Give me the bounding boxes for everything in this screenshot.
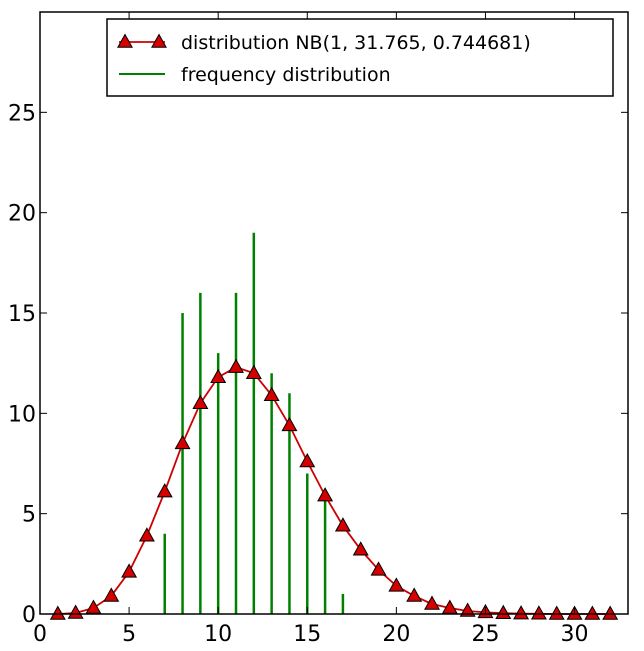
distribution-marker-23 [441, 599, 458, 614]
distribution-marker-4 [103, 587, 120, 602]
x-tick-label-25: 25 [471, 622, 499, 647]
legend-distribution-marker-left [117, 33, 133, 48]
legend-frequency-label: frequency distribution [181, 64, 391, 86]
x-tick-label-30: 30 [561, 622, 589, 647]
x-tick-label-5: 5 [122, 622, 136, 647]
x-tick-label-20: 20 [382, 622, 410, 647]
distribution-marker-17 [334, 517, 351, 532]
plot-area [40, 12, 628, 614]
distribution-marker-29 [548, 605, 565, 620]
y-tick-label-15: 15 [8, 302, 36, 327]
distribution-marker-26 [495, 604, 512, 619]
distribution-marker-11 [228, 358, 244, 373]
distribution-marker-20 [388, 577, 405, 592]
distribution-marker-7 [156, 483, 173, 498]
distribution-marker-6 [138, 527, 155, 542]
legend-box [106, 18, 614, 97]
y-tick-label-20: 20 [8, 202, 36, 227]
distribution-marker-12 [245, 364, 262, 379]
y-tick-label-5: 5 [22, 503, 36, 528]
distribution-marker-27 [513, 605, 530, 620]
distribution-marker-16 [317, 487, 334, 502]
distribution-marker-3 [85, 599, 102, 614]
y-tick-label-25: 25 [8, 101, 36, 126]
distribution-marker-32 [602, 605, 619, 620]
y-tick-label-10: 10 [8, 402, 36, 427]
distribution-marker-1 [49, 605, 66, 620]
distribution-marker-24 [459, 602, 476, 617]
x-tick-label-15: 15 [293, 622, 321, 647]
legend-distribution-label: distribution NB(1, 31.765, 0.744681) [181, 32, 531, 54]
distribution-marker-15 [299, 452, 316, 468]
distribution-marker-18 [352, 541, 369, 556]
distribution-marker-8 [174, 434, 191, 450]
distribution-marker-28 [530, 605, 547, 620]
distribution-marker-5 [121, 563, 138, 578]
distribution-marker-22 [424, 595, 440, 610]
distribution-marker-21 [406, 587, 423, 602]
y-tick-label-0: 0 [22, 603, 36, 628]
distribution-marker-13 [263, 386, 280, 402]
distribution-marker-9 [192, 394, 209, 410]
distribution-marker-19 [370, 561, 387, 576]
x-tick-label-10: 10 [204, 622, 232, 647]
distribution-marker-10 [210, 368, 227, 383]
distribution-marker-2 [67, 604, 84, 619]
distribution-marker-31 [584, 605, 601, 620]
distribution-marker-14 [281, 416, 298, 432]
legend-distribution-marker-right [151, 33, 167, 48]
x-tick-label-0: 0 [33, 622, 47, 647]
